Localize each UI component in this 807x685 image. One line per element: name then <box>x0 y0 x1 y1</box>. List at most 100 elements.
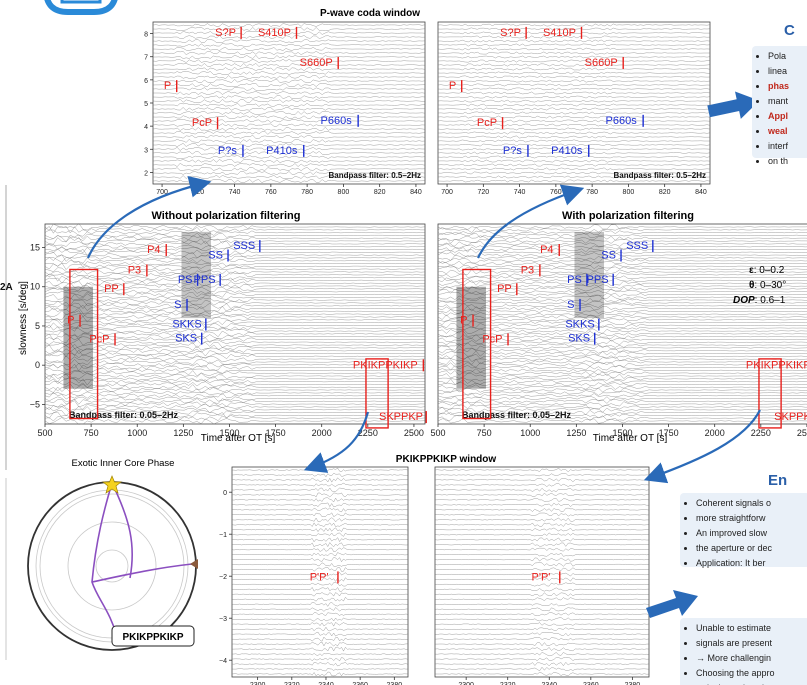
coda-without-trace <box>152 67 426 71</box>
main-without-filter-note: Bandpass filter: 0.05–2Hz <box>69 410 179 420</box>
coda-with-trace <box>438 103 711 107</box>
main-without-trace <box>44 234 426 243</box>
coda-with-trace <box>437 23 711 27</box>
main-with-trace <box>437 291 807 298</box>
main-without-trace <box>44 381 426 389</box>
main-with-trace <box>437 381 807 387</box>
pkikp-without-trace <box>231 507 409 513</box>
main-ylabel: slowness [s/deg] <box>18 281 29 355</box>
main-without-trace <box>44 310 426 318</box>
pkikp-without-trace <box>231 661 409 667</box>
pkikp-without-trace <box>231 596 409 602</box>
coda-with-trace <box>437 155 711 159</box>
pkikp-without-trace <box>232 617 409 622</box>
main-with-trace <box>437 328 807 334</box>
coda-with-trace <box>437 43 711 47</box>
pkikp-without-trace <box>231 542 409 548</box>
main-without-xtick-label: 1500 <box>219 428 239 438</box>
side-bullet: Unable to estimate <box>696 622 804 634</box>
coda-without-trace <box>152 35 426 39</box>
main-with-trace <box>437 232 807 239</box>
side-bullet: An improved slow <box>696 527 804 539</box>
main-with-p-highlight-box <box>462 268 492 420</box>
main-without-trace <box>44 223 426 231</box>
side-mid-header: En <box>768 472 788 489</box>
main-without-trace <box>44 260 426 268</box>
side-bullet: Application: It ber <box>696 557 804 569</box>
main-with-trace <box>437 308 807 315</box>
main-with-trace <box>437 406 807 413</box>
main-with-xtick-label: 2250 <box>751 428 771 438</box>
main-without-phase-label: SKKS <box>172 319 201 331</box>
coda-with-trace <box>437 35 711 39</box>
main-without-trace <box>44 375 426 383</box>
coda-without-trace <box>153 54 425 59</box>
coda-with-trace <box>437 167 711 171</box>
pkikp-without-panel: 2300 2320 2340 2360 2380 −4 −3 −2 −1 0 P'P' <box>219 466 409 685</box>
main-with-trace <box>437 373 807 379</box>
coda-without-xtick-label: 740 <box>229 189 241 196</box>
main-with-trace <box>437 319 807 326</box>
main-with-trace <box>437 376 807 382</box>
coda-without-ytick-label: 2 <box>144 170 148 177</box>
main-without-trace <box>45 327 426 334</box>
main-without-phase-label: P4 <box>147 244 160 256</box>
coda-without-trace <box>152 171 426 176</box>
main-with-trace <box>437 224 807 230</box>
coda-without-trace <box>152 79 426 83</box>
receiver-triangle-icon <box>190 559 198 569</box>
without-title: Without polarization filtering <box>152 210 301 222</box>
main-without-trace <box>44 324 426 333</box>
pkikp-without-trace <box>231 668 409 672</box>
side-bullet: the aperture or dec <box>696 542 804 554</box>
pkikp-without-phase-label: P'P' <box>310 571 329 583</box>
main-with-trace <box>437 235 807 241</box>
main-with-trace <box>437 288 807 294</box>
main-with-trace <box>437 398 807 405</box>
main-without-trace <box>44 282 426 290</box>
main-without-trace <box>44 322 426 329</box>
pkikp-with-xtick-label: 2360 <box>583 682 599 685</box>
pkikp-with-trace <box>434 627 650 631</box>
coda-without-phase-label: P?s <box>218 145 237 157</box>
main-without-trace <box>44 280 426 287</box>
pkikp-without-trace <box>231 641 408 647</box>
side-mid-box: Coherent signals o more straightforw An im… <box>680 493 807 569</box>
side-bullet: mant <box>768 95 806 107</box>
pkikp-with-trace <box>434 666 650 672</box>
main-without-p-highlight-box <box>69 268 99 420</box>
coda-with-trace <box>437 83 711 87</box>
main-with-trace <box>437 401 807 407</box>
coda-without-trace <box>153 103 426 107</box>
main-with-trace <box>437 264 807 269</box>
main-with-trace <box>437 283 807 290</box>
main-with-trace <box>437 409 807 416</box>
side-bullet: on th <box>768 155 806 167</box>
pkikp-without-ytick-label: −4 <box>219 658 227 665</box>
main-without-phase-label: PPS <box>194 274 216 286</box>
pkikp-with-trace <box>434 468 650 473</box>
ray-path-3 <box>111 482 134 579</box>
main-without-trace <box>44 237 426 245</box>
pkikp-with-trace <box>434 507 650 512</box>
coda-with-phase-label: PcP <box>477 117 497 129</box>
coda-without-trace <box>152 63 426 67</box>
main-without-trace <box>44 410 426 417</box>
pkikp-title: PKIKPPKIKP window <box>396 454 497 465</box>
coda-without-ytick-label: 8 <box>144 32 148 39</box>
main-with-trace <box>437 365 807 371</box>
main-with-xtick-label: 2000 <box>705 428 725 438</box>
main-without-phase-label: SS <box>208 250 223 262</box>
coda-without-ytick-label: 6 <box>144 78 148 85</box>
main-without-trace <box>44 415 426 422</box>
side-bullet: Appl <box>768 110 806 122</box>
side-bullet: Choosing the appro <box>696 667 804 679</box>
coda-without-trace <box>152 163 426 167</box>
coda-without-phase-label: S660P <box>300 57 333 69</box>
pkikp-without-trace <box>231 527 409 532</box>
main-without-xtick-label: 1000 <box>127 428 147 438</box>
main-with-trace <box>437 370 807 377</box>
pkikp-without-frame <box>231 466 409 678</box>
main-without-phase-label: P3 <box>128 264 141 276</box>
pkikp-with-trace <box>434 522 650 527</box>
